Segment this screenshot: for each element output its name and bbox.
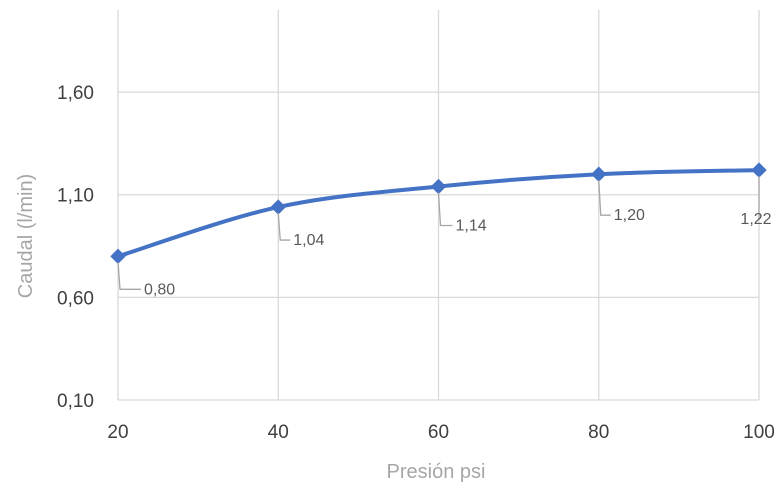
data-label-leader — [758, 176, 760, 220]
y-tick-label: 0,60 — [57, 288, 94, 309]
data-point-marker — [591, 166, 607, 182]
x-tick-label: 40 — [268, 422, 289, 443]
y-axis-ticks: 0,10 0,60 1,10 1,60 — [57, 83, 94, 412]
data-label: 1,22 — [740, 211, 771, 228]
data-labels: 0,80 1,04 1,14 1,20 1,22 — [117, 176, 772, 298]
data-label: 0,80 — [144, 281, 175, 298]
data-point-marker — [270, 199, 286, 215]
x-tick-label: 20 — [107, 422, 128, 443]
data-label-leader — [437, 192, 453, 227]
x-tick-label: 80 — [588, 422, 609, 443]
data-point-marker — [110, 248, 126, 265]
y-tick-label: 1,60 — [57, 83, 94, 104]
y-tick-label: 1,10 — [57, 186, 94, 207]
grid — [117, 10, 760, 401]
data-point-marker — [430, 178, 447, 195]
data-point-marker — [751, 162, 767, 178]
x-axis-title: Presión psi — [387, 461, 486, 483]
data-label: 1,14 — [456, 218, 487, 235]
y-axis-title: Caudal (l/min) — [15, 174, 37, 298]
data-label: 1,04 — [293, 232, 324, 249]
data-label: 1,20 — [614, 207, 645, 224]
data-label-leader — [277, 213, 291, 241]
x-tick-label: 60 — [428, 422, 449, 443]
data-label-leader — [598, 180, 611, 216]
x-axis-ticks: 20 40 60 80 100 — [107, 422, 774, 443]
x-tick-label: 100 — [743, 422, 775, 443]
y-tick-label: 0,10 — [57, 391, 94, 412]
data-label-leader — [117, 262, 141, 290]
